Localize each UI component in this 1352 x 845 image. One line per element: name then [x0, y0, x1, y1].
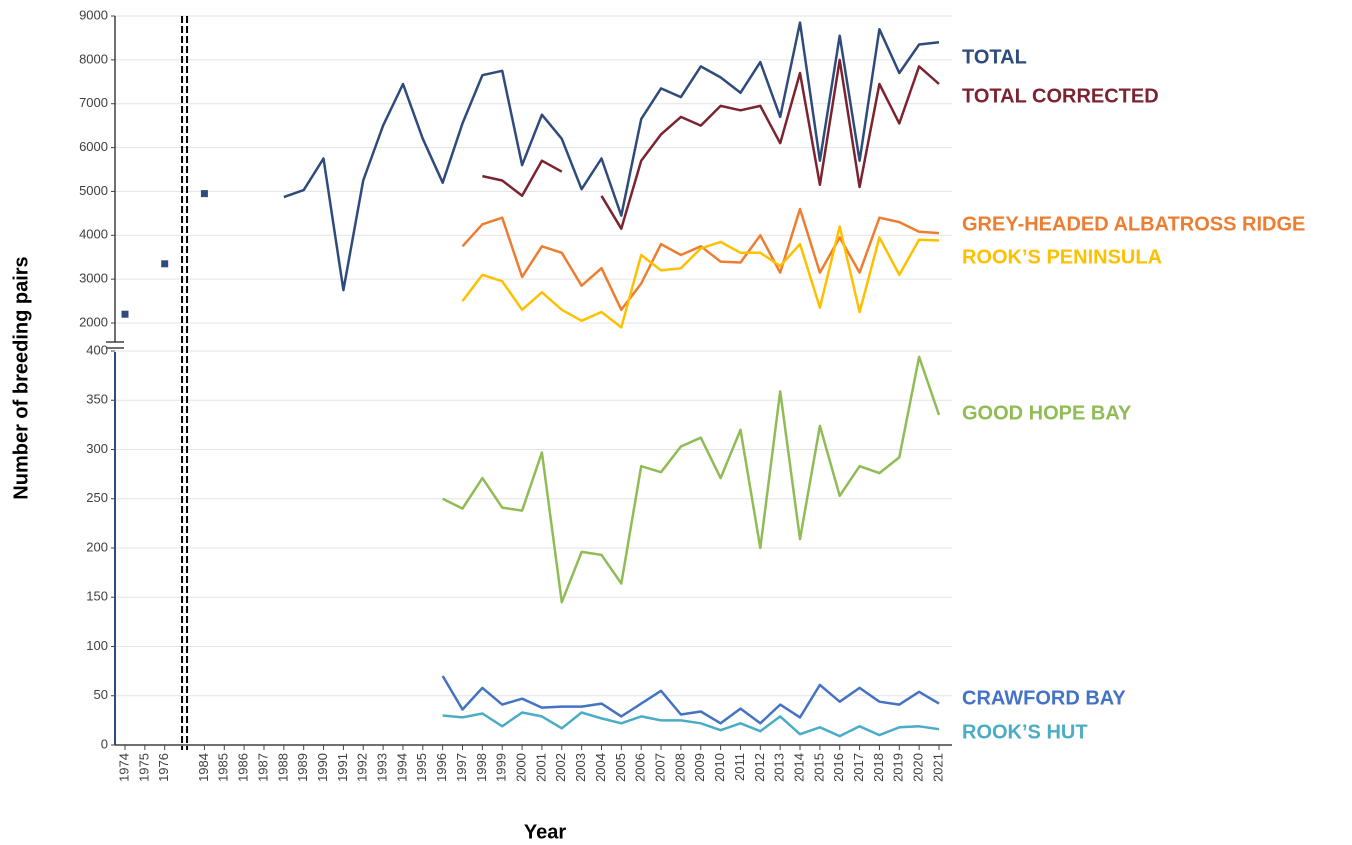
- x-tick-label: 2020: [911, 753, 926, 782]
- x-tick-label: 2017: [851, 753, 866, 782]
- x-tick-label: 1996: [434, 753, 449, 782]
- legend-label: CRAWFORD BAY: [962, 687, 1126, 709]
- x-tick-label: 1987: [255, 753, 270, 782]
- x-tick-label: 1989: [295, 753, 310, 782]
- x-tick-label: 2010: [712, 753, 727, 782]
- legend-label: TOTAL CORRECTED: [962, 85, 1159, 107]
- series-line: [482, 58, 940, 230]
- x-tick-label: 1984: [196, 753, 211, 782]
- y-tick-label: 8000: [79, 51, 108, 66]
- x-tick-label: 2002: [553, 753, 568, 782]
- y-tick-label: 350: [86, 392, 108, 407]
- series-line: [442, 355, 941, 604]
- x-tick-label: 2011: [732, 753, 747, 781]
- y-tick-label: 50: [94, 687, 108, 702]
- x-tick-label: 2009: [692, 753, 707, 782]
- y-tick-label: 150: [86, 589, 108, 604]
- x-tick-label: 1975: [136, 753, 151, 782]
- x-tick-label: 2019: [891, 753, 906, 782]
- x-tick-label: 2000: [514, 753, 529, 782]
- x-tick-label: 2001: [533, 753, 548, 782]
- x-tick-label: 1990: [315, 753, 330, 782]
- series-line: [283, 21, 940, 292]
- x-tick-label: 1998: [474, 753, 489, 782]
- x-tick-label: 2012: [752, 753, 767, 782]
- y-tick-label: 3000: [79, 271, 108, 286]
- y-tick-label: 200: [86, 539, 108, 554]
- x-tick-label: 2021: [930, 753, 945, 782]
- y-tick-label: 400: [86, 342, 108, 357]
- legend-label: ROOK’S PENINSULA: [962, 246, 1162, 268]
- x-tick-label: 1992: [355, 753, 370, 782]
- y-tick-label: 2000: [79, 314, 108, 329]
- legend-label: TOTAL: [962, 46, 1027, 68]
- y-tick-label: 4000: [79, 227, 108, 242]
- y-tick-label: 9000: [79, 7, 108, 22]
- y-tick-label: 100: [86, 638, 108, 653]
- y-tick-label: 250: [86, 490, 108, 505]
- x-tick-label: 1974: [116, 753, 131, 782]
- x-tick-label: 1997: [454, 753, 469, 782]
- x-tick-label: 1994: [394, 753, 409, 782]
- x-tick-label: 1999: [494, 753, 509, 782]
- x-tick-label: 2005: [613, 753, 628, 782]
- x-tick-label: 1988: [275, 753, 290, 782]
- y-tick-label: 0: [101, 736, 108, 751]
- y-tick-label: 5000: [79, 183, 108, 198]
- x-tick-label: 2018: [871, 753, 886, 782]
- series-line: [461, 207, 940, 312]
- x-tick-label: 2013: [772, 753, 787, 782]
- series-line: [442, 711, 940, 738]
- x-tick-label: 1995: [414, 753, 429, 782]
- y-tick-label: 300: [86, 441, 108, 456]
- legend-label: ROOK’S HUT: [962, 721, 1088, 743]
- legend-label: GREY-HEADED ALBATROSS RIDGE: [962, 213, 1305, 235]
- point-marker: [161, 260, 169, 268]
- x-tick-label: 2015: [811, 753, 826, 782]
- x-tick-label: 1991: [335, 753, 350, 782]
- x-tick-label: 2003: [573, 753, 588, 782]
- x-tick-label: 2008: [672, 753, 687, 782]
- x-tick-label: 1993: [375, 753, 390, 782]
- x-tick-label: 2016: [831, 753, 846, 782]
- x-axis-label: Year: [524, 821, 566, 843]
- x-tick-label: 2007: [652, 753, 667, 782]
- x-tick-label: 2006: [633, 753, 648, 782]
- x-tick-label: 2004: [593, 753, 608, 782]
- x-tick-label: 1976: [156, 753, 171, 782]
- y-axis-label: Number of breeding pairs: [10, 256, 32, 499]
- point-marker: [200, 190, 208, 198]
- series-line: [441, 675, 940, 725]
- y-tick-label: 7000: [79, 95, 108, 110]
- legend-label: GOOD HOPE BAY: [962, 402, 1132, 424]
- point-marker: [121, 310, 129, 318]
- x-tick-label: 1985: [216, 753, 231, 782]
- x-tick-label: 2014: [791, 753, 806, 782]
- y-tick-label: 6000: [79, 139, 108, 154]
- series-line: [461, 225, 940, 329]
- x-tick-label: 1986: [236, 753, 251, 782]
